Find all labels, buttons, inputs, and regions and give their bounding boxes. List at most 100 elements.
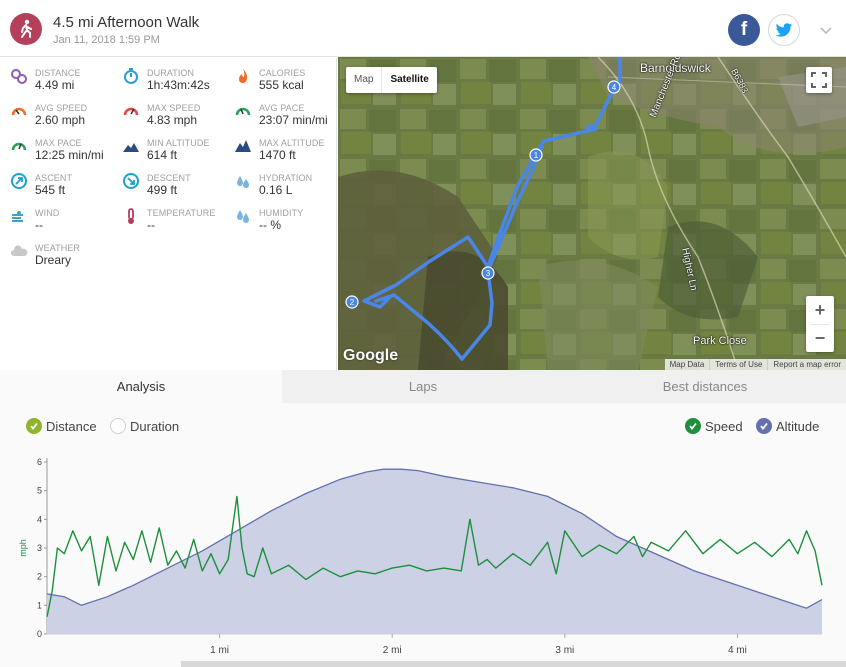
route-marker-4[interactable]: 4 bbox=[607, 80, 621, 94]
report-map-error-link[interactable]: Report a map error bbox=[767, 359, 846, 370]
stat-distance: DISTANCE 4.49 mi bbox=[0, 59, 110, 92]
y-tick-label: 5 bbox=[37, 486, 42, 496]
check-icon bbox=[26, 418, 42, 434]
tab-analysis[interactable]: Analysis bbox=[0, 370, 282, 403]
map-type-toggle: Map Satellite bbox=[346, 67, 437, 93]
walking-person-icon bbox=[10, 13, 42, 45]
stat-value: 1470 ft bbox=[259, 148, 296, 162]
stat-descent: DESCENT 499 ft bbox=[112, 164, 222, 197]
tab-best-distances[interactable]: Best distances bbox=[662, 379, 748, 394]
mountain-low-icon bbox=[122, 137, 140, 155]
water-drops-icon bbox=[234, 172, 252, 190]
flame-icon bbox=[234, 67, 252, 85]
stat-value: -- bbox=[35, 218, 43, 232]
descent-icon bbox=[122, 172, 140, 190]
stat-value: 12:25 min/mi bbox=[35, 148, 104, 162]
stat-label: TEMPERATURE bbox=[147, 208, 216, 218]
altitude-toggle-label: Altitude bbox=[776, 418, 820, 434]
horizontal-scrollbar[interactable] bbox=[181, 661, 846, 667]
stat-label: WEATHER bbox=[35, 243, 81, 253]
stat-avg-speed: AVG SPEED 2.60 mph bbox=[0, 94, 110, 127]
stat-weather: WEATHER Dreary bbox=[0, 234, 110, 267]
stat-temperature: TEMPERATURE -- bbox=[112, 199, 222, 232]
tab-laps[interactable]: Laps bbox=[408, 379, 438, 394]
terms-of-use-link[interactable]: Terms of Use bbox=[709, 359, 767, 370]
stat-label: DISTANCE bbox=[35, 68, 81, 78]
speedometer-max-icon bbox=[122, 102, 140, 120]
activity-datetime: Jan 11, 2018 1:59 PM bbox=[53, 34, 160, 46]
distance-toggle[interactable]: Distance bbox=[26, 415, 97, 437]
speed-altitude-chart[interactable]: 0 1 2 3 4 5 6 mph 1 mi 2 mi 3 mi 4 mi bbox=[0, 403, 846, 663]
stats-panel: DISTANCE 4.49 mi DURATION 1h:43m:42s CALORIE… bbox=[0, 58, 337, 370]
y-tick-label: 3 bbox=[37, 543, 42, 553]
speed-toggle[interactable]: Speed bbox=[685, 415, 743, 437]
speed-line bbox=[46, 495, 823, 617]
route-marker-3[interactable]: 3 bbox=[481, 266, 495, 280]
altitude-toggle[interactable]: Altitude bbox=[756, 415, 819, 437]
stat-label: MIN ALTITUDE bbox=[147, 138, 210, 148]
stat-label: HYDRATION bbox=[259, 173, 313, 183]
unchecked-circle-icon bbox=[110, 418, 126, 434]
speedometer-icon bbox=[10, 102, 28, 120]
fullscreen-button[interactable] bbox=[806, 67, 832, 93]
stat-calories: CALORIES 555 kcal bbox=[224, 59, 334, 92]
x-tick-label: 2 mi bbox=[383, 645, 402, 656]
stat-value: -- % bbox=[259, 218, 281, 232]
stat-hydration: HYDRATION 0.16 L bbox=[224, 164, 334, 197]
map-footer: Map Data Terms of Use Report a map error bbox=[664, 359, 846, 370]
map-data-link[interactable]: Map Data bbox=[669, 360, 705, 369]
google-logo: Google bbox=[343, 347, 399, 364]
route-marker-1[interactable]: 1 bbox=[529, 148, 543, 162]
check-icon bbox=[685, 418, 701, 434]
y-tick-label: 4 bbox=[37, 514, 42, 524]
distance-toggle-label: Distance bbox=[46, 418, 97, 434]
facebook-icon: f bbox=[740, 19, 748, 40]
stat-value: 545 ft bbox=[35, 183, 66, 197]
x-tick-label: 4 mi bbox=[728, 645, 747, 656]
stat-value: 2.60 mph bbox=[35, 113, 86, 127]
stat-value: 1h:43m:42s bbox=[147, 78, 210, 92]
duration-toggle-label: Duration bbox=[130, 418, 180, 434]
stat-wind: WIND -- bbox=[0, 199, 110, 232]
twitter-share-button[interactable] bbox=[768, 14, 800, 46]
place-label-barnoldswick: Barnoldswick bbox=[640, 61, 711, 75]
zoom-out-button[interactable]: − bbox=[814, 328, 826, 348]
route-marker-2[interactable]: 2 bbox=[345, 295, 359, 309]
pace-gauge-max-icon bbox=[10, 137, 28, 155]
svg-text:1: 1 bbox=[534, 151, 539, 160]
y-axis-label: mph bbox=[18, 539, 28, 557]
stat-label: DESCENT bbox=[147, 173, 191, 183]
stat-label: DURATION bbox=[147, 68, 195, 78]
stat-max-speed: MAX SPEED 4.83 mph bbox=[112, 94, 222, 127]
cloud-icon bbox=[10, 242, 28, 260]
stat-ascent: ASCENT 545 ft bbox=[0, 164, 110, 197]
fullscreen-icon bbox=[811, 72, 827, 88]
activity-header: 4.5 mi Afternoon Walk Jan 11, 2018 1:59 … bbox=[0, 0, 846, 57]
twitter-icon bbox=[775, 22, 793, 37]
satellite-view-button[interactable]: Satellite bbox=[381, 67, 436, 93]
stat-label: WIND bbox=[35, 208, 60, 218]
stat-label: AVG PACE bbox=[259, 103, 305, 113]
zoom-in-button[interactable]: + bbox=[814, 300, 826, 320]
stat-label: MAX PACE bbox=[35, 138, 82, 148]
facebook-share-button[interactable]: f bbox=[728, 14, 760, 46]
stopwatch-icon bbox=[122, 67, 140, 85]
check-icon bbox=[756, 418, 772, 434]
thermometer-icon bbox=[122, 207, 140, 225]
route-path bbox=[362, 57, 622, 361]
y-tick-label: 0 bbox=[37, 629, 42, 639]
svg-text:2: 2 bbox=[350, 298, 355, 307]
route-map[interactable]: 4 1 3 2 Barnoldswick Manchester Rd Highe… bbox=[338, 57, 846, 370]
stat-duration: DURATION 1h:43m:42s bbox=[112, 59, 222, 92]
x-tick-label: 3 mi bbox=[555, 645, 574, 656]
y-tick-label: 2 bbox=[37, 572, 42, 582]
map-view-button[interactable]: Map bbox=[354, 74, 374, 85]
duration-toggle[interactable]: Duration bbox=[110, 415, 179, 437]
svg-text:3: 3 bbox=[486, 269, 491, 278]
chevron-down-icon[interactable] bbox=[818, 22, 834, 38]
stat-value: Dreary bbox=[35, 253, 72, 267]
stat-label: MAX SPEED bbox=[147, 103, 201, 113]
svg-text:4: 4 bbox=[612, 83, 617, 92]
ascent-icon bbox=[10, 172, 28, 190]
y-tick-label: 1 bbox=[37, 600, 42, 610]
